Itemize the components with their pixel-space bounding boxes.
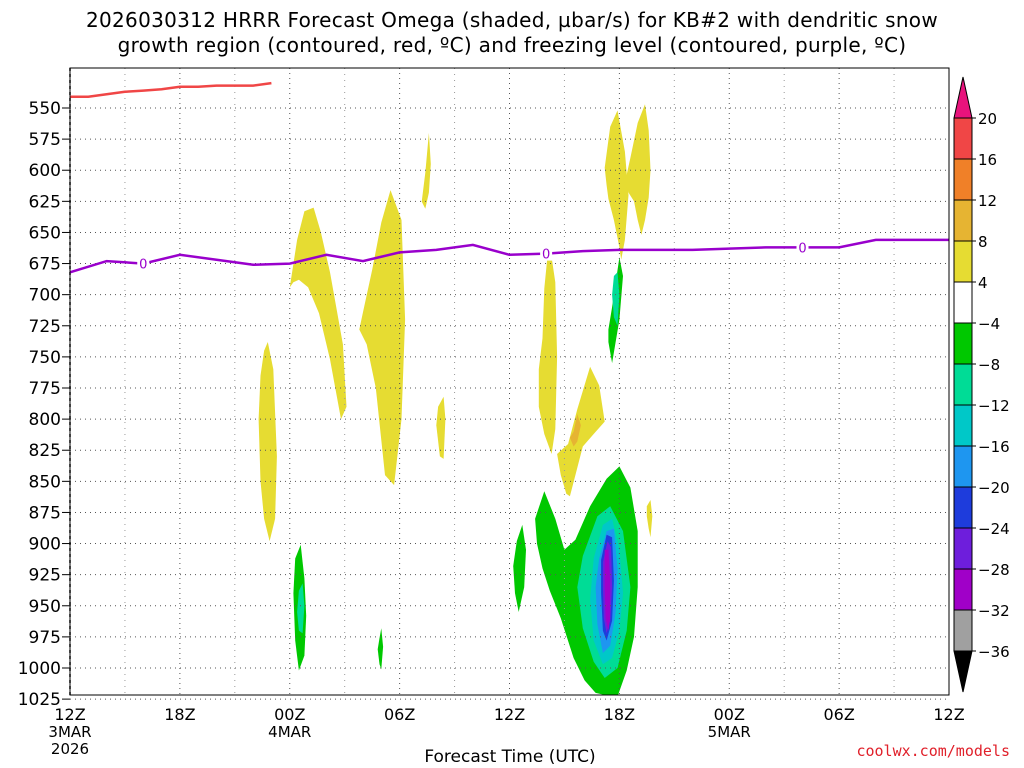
omega-region-m12_m8	[297, 583, 305, 634]
x-tick-label: 00Z	[274, 705, 305, 724]
colorbar: 20 16 12 8 4 −4 −8 −12 −16 −20 −24 −28 −32 −36	[953, 76, 1010, 693]
colorbar-swatch	[953, 240, 973, 283]
x-tick-label: 06Z	[823, 705, 854, 724]
omega-region-4_8	[538, 251, 558, 454]
y-tick-label: 900	[29, 535, 61, 555]
x-tick-date: 3MAR	[48, 723, 91, 741]
chart-title-line2: growth region (contoured, red, ºC) and f…	[117, 33, 907, 57]
freezing-level-label-bg	[137, 256, 150, 271]
x-tick-date: 5MAR	[708, 723, 751, 741]
y-tick-label: 700	[29, 286, 61, 306]
x-tick-label: 12Z	[494, 705, 525, 724]
colorbar-label: 8	[978, 233, 988, 251]
y-tick-label: 775	[29, 379, 61, 399]
omega-region-4_8	[624, 104, 651, 235]
omega-region-4_8	[289, 207, 347, 420]
freezing-level-label: 0	[542, 248, 550, 263]
colorbar-swatch	[953, 322, 973, 365]
surface-terrain	[70, 695, 949, 705]
y-tick-label: 750	[29, 348, 61, 368]
y-tick-label: 675	[29, 255, 61, 275]
y-tick-label: 950	[29, 597, 61, 617]
colorbar-label: −20	[978, 479, 1010, 497]
colorbar-label: −12	[978, 397, 1010, 415]
colorbar-label: −32	[978, 602, 1010, 620]
y-tick-label: 600	[29, 161, 61, 181]
colorbar-label: 4	[978, 274, 988, 292]
chart-title-line1: 2026030312 HRRR Forecast Omega (shaded, …	[85, 8, 938, 32]
omega-region-4_8	[359, 190, 406, 486]
y-tick-label: 550	[29, 99, 61, 119]
x-tick-label: 18Z	[604, 705, 635, 724]
omega-region-m32_m28	[604, 549, 611, 631]
freezing-level-label-bg	[796, 240, 809, 255]
colorbar-swatch	[953, 486, 973, 529]
colorbar-label: −24	[978, 520, 1010, 538]
x-tick-label: 00Z	[714, 705, 745, 724]
colorbar-swatch	[953, 404, 973, 447]
colorbar-swatch	[953, 609, 973, 652]
y-tick-label: 800	[29, 410, 61, 430]
freezing-level-label: 0	[139, 258, 147, 273]
y-tick-label: 650	[29, 223, 61, 243]
y-tick-label: 875	[29, 503, 61, 523]
colorbar-label: −28	[978, 561, 1010, 579]
omega-region-4_8	[421, 132, 431, 209]
y-tick-label: 925	[29, 566, 61, 586]
omega-region-4_8	[604, 110, 629, 260]
colorbar-label: 12	[978, 192, 997, 210]
colorbar-swatch	[953, 281, 973, 324]
colorbar-swatch	[953, 527, 973, 570]
omega-region-m12_m8	[612, 272, 620, 326]
omega-region-4_8	[646, 500, 653, 538]
colorbar-label: −4	[978, 315, 1000, 333]
x-axis-label: Forecast Time (UTC)	[424, 747, 595, 767]
plot-frame	[69, 67, 950, 696]
colorbar-label: −8	[978, 356, 1000, 374]
omega-region-8_12	[569, 414, 581, 447]
x-tick-label: 18Z	[164, 705, 195, 724]
omega-region-4_8	[557, 366, 605, 497]
x-tick-label: 12Z	[933, 705, 964, 724]
colorbar-swatch	[953, 445, 973, 488]
dgz-contour-line	[70, 81, 272, 99]
colorbar-label: −16	[978, 438, 1010, 456]
colorbar-swatch	[953, 117, 973, 160]
freezing-level-label: 0	[798, 241, 806, 256]
y-tick-label: 1000	[18, 659, 61, 679]
y-tick-label: 1025	[18, 690, 61, 710]
x-tick-label: 12Z	[54, 705, 85, 724]
omega-region-m8_m4	[513, 524, 526, 612]
site-credit: coolwx.com/models	[856, 742, 1010, 760]
colorbar-swatch	[953, 568, 973, 611]
colorbar-label: 16	[978, 151, 997, 169]
colorbar-label: −36	[978, 643, 1010, 661]
y-tick-label: 850	[29, 472, 61, 492]
y-tick-label: 575	[29, 130, 61, 150]
colorbar-top-triangle	[953, 76, 973, 119]
freezing-level-line	[70, 238, 949, 274]
colorbar-swatch	[953, 158, 973, 201]
x-tick-label: 06Z	[384, 705, 415, 724]
colorbar-bottom-triangle	[953, 650, 973, 693]
omega-region-m8_m4	[377, 628, 384, 670]
freezing-level-label-bg	[540, 246, 553, 261]
omega-region-4_8	[258, 342, 277, 542]
colorbar-label: 20	[978, 110, 997, 128]
y-tick-label: 825	[29, 441, 61, 461]
y-tick-label: 625	[29, 192, 61, 212]
y-tick-label: 975	[29, 628, 61, 648]
x-tick-date: 4MAR	[268, 723, 311, 741]
x-tick-year: 2026	[51, 740, 89, 758]
y-tick-label: 725	[29, 317, 61, 337]
omega-region-4_8	[436, 396, 446, 459]
colorbar-swatch	[953, 363, 973, 406]
colorbar-swatch	[953, 199, 973, 242]
